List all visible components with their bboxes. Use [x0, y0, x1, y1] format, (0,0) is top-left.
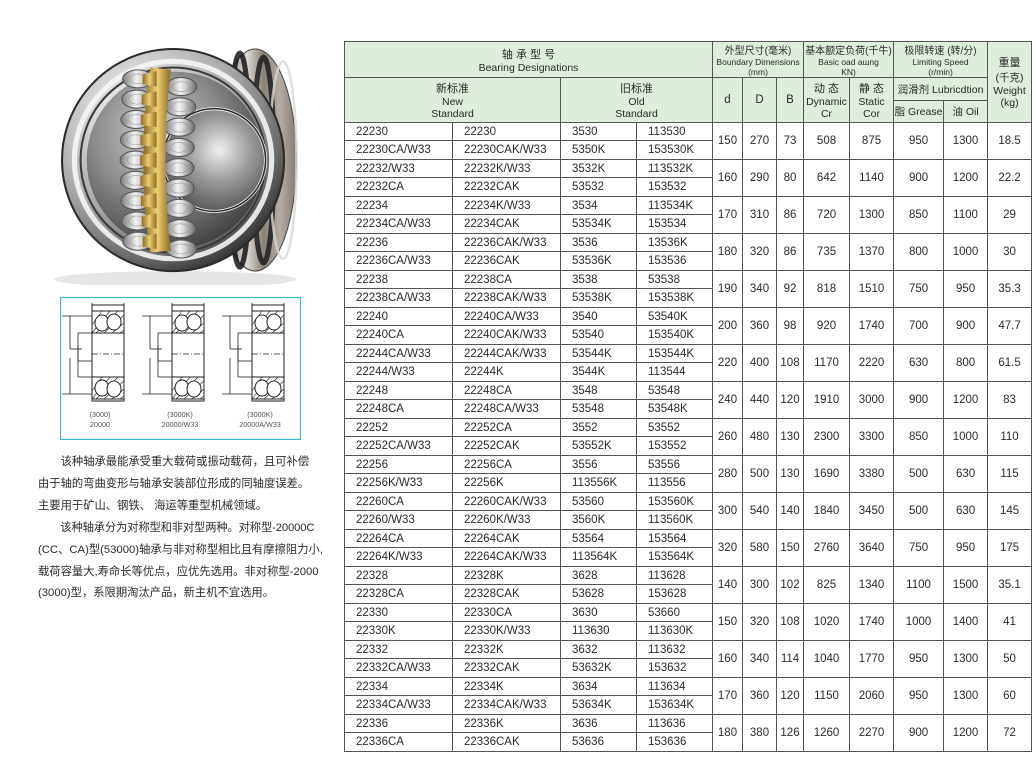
svg-text:(3000K): (3000K) [247, 410, 273, 419]
svg-text:(3000K): (3000K) [167, 410, 193, 419]
svg-text:20000: 20000 [90, 420, 110, 429]
svg-text:20000A/W33: 20000A/W33 [239, 420, 281, 429]
svg-text:(3000): (3000) [90, 410, 111, 419]
svg-text:20000/W33: 20000/W33 [162, 420, 199, 429]
